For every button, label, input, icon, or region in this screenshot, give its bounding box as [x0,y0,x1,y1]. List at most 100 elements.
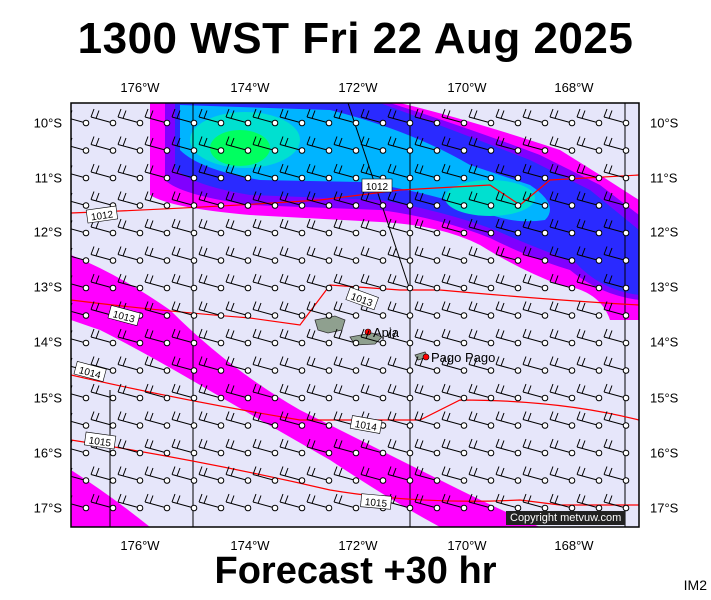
wind-station [217,449,225,457]
wind-barb [171,383,195,399]
wind-barb [522,191,546,206]
wind-station [217,339,225,347]
wind-barb [468,163,492,179]
wind-station [433,174,441,182]
wind-station [514,312,522,319]
wind-barb [414,163,438,179]
wind-station [217,394,225,402]
wind-station [352,119,360,127]
wind-station [271,284,279,292]
wind-station [109,119,117,127]
wind-station [595,147,603,154]
wind-station [271,339,279,347]
lon-tick-top: 176°W [120,80,160,95]
wind-barb [171,466,195,481]
wind-station [595,504,603,512]
wind-barb [414,356,438,371]
wind-barb [144,108,168,124]
wind-barb [360,246,384,261]
wind-barb [441,466,465,481]
wind-barb [198,328,222,344]
wind-station [541,449,549,457]
wind-barbs [71,108,630,512]
wind-barb [333,191,357,206]
wind-station [298,257,306,264]
wind-barb [414,191,438,206]
wind-station [244,284,252,292]
wind-barb [279,191,303,206]
wind-barb [90,411,114,426]
wind-barb [252,273,276,289]
wind-barb [252,438,276,454]
wind-barb [495,273,519,289]
wind-barb [90,356,114,371]
wind-station [109,367,117,374]
wind-barb [117,493,141,509]
wind-station [595,449,603,457]
wind-barb [441,356,465,371]
wind-station [487,477,495,484]
wind-barb [576,191,600,206]
wind-barb [306,218,330,234]
wind-barb [522,246,546,261]
wind-station [298,202,306,209]
wind-barb [279,136,303,151]
wind-station [460,284,468,292]
wind-barb [387,191,411,206]
wind-station [433,504,441,512]
wind-barb [90,273,114,289]
wind-barb [252,108,276,124]
wind-barb [468,218,492,234]
wind-station [190,367,198,374]
wind-station [406,147,414,154]
wind-station [379,367,387,374]
wind-barb [117,163,141,179]
lat-tick-left: 14°S [33,334,62,350]
wind-station [190,312,198,319]
wind-barb [522,273,546,289]
wind-barb [225,136,249,151]
wind-station [217,284,225,292]
wind-barb [117,136,141,151]
wind-barb [549,136,573,151]
lon-tick-bottom: 172°W [338,538,378,553]
wind-station [325,504,333,512]
wind-barb [117,411,141,426]
wind-barb [603,136,627,151]
wind-station [109,147,117,154]
wind-station [109,477,117,484]
wind-barb [387,218,411,234]
wind-station [190,229,198,237]
wind-station [541,339,549,347]
wind-station [514,202,522,209]
wind-station [487,147,495,154]
wind-station [190,174,198,182]
wind-barb [468,301,492,316]
wind-barb [144,493,168,509]
wind-barb [117,466,141,481]
wind-station [379,312,387,319]
wind-station [82,312,90,319]
wind-station [379,257,387,264]
wind-barb [549,411,573,426]
wind-station [271,422,279,429]
wind-station [82,284,90,292]
wind-station [136,284,144,292]
wind-barb [333,301,357,316]
wind-station [568,147,576,154]
wind-station [352,339,360,347]
wind-barb [414,218,438,234]
wind-station [352,394,360,402]
wind-station [514,339,522,347]
wind-barb [306,383,330,399]
wind-barb [522,218,546,234]
wind-barb [252,218,276,234]
wind-station [190,284,198,292]
wind-barb [603,438,627,454]
wind-station [406,312,414,319]
wind-barb [387,438,411,454]
wind-barb [387,136,411,151]
wind-barb [495,163,519,179]
wind-station [595,119,603,127]
wind-station [244,367,252,374]
